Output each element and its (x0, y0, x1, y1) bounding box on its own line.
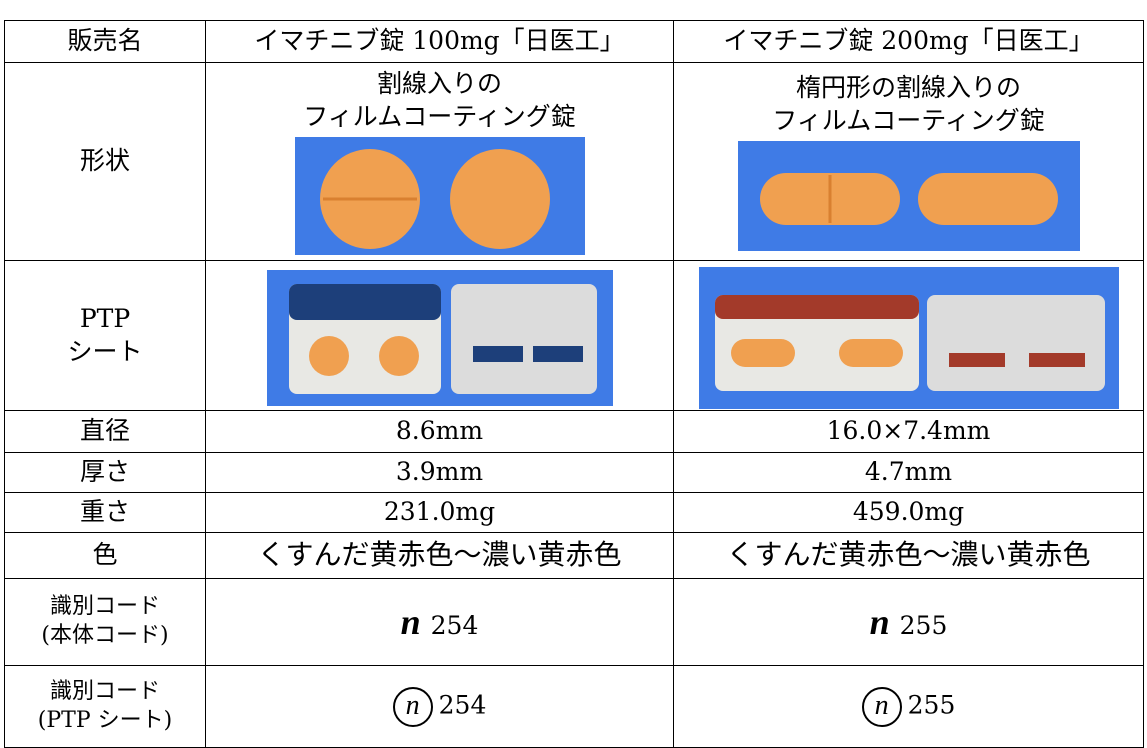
product-table: 販売名 イマチニブ錠 100mg「日医工」 イマチニブ錠 200mg「日医工」 … (4, 20, 1144, 748)
row-label: 識別コード (本体コード) (4, 578, 206, 666)
code-cell: n 255 (673, 665, 1144, 748)
data-cell: くすんだ黄赤色～濃い黄赤色 (673, 532, 1144, 579)
code-number: 254 (438, 690, 487, 719)
code-number: 254 (430, 610, 479, 640)
code-symbol: n (392, 686, 433, 727)
row-label: 厚さ (4, 452, 206, 493)
data-cell: 8.6mm (205, 410, 674, 453)
data-row: 直径 8.6mm 16.0×7.4mm (4, 410, 1144, 453)
data-cell: 3.9mm (205, 452, 674, 493)
shape-row: 形状 割線入りの フィルムコーティング錠 楕円形の割線入りの フィルムコーティン… (4, 62, 1144, 261)
label-line: (本体コード) (41, 623, 169, 648)
shape-text: 楕円形の割線入りの (795, 73, 1021, 102)
pill-image (737, 141, 1080, 251)
shape-text: フィルムコーティング錠 (303, 101, 576, 131)
ptp-cell (205, 260, 674, 411)
label-line: (PTP シート) (37, 707, 173, 733)
row-label: 色 (4, 532, 206, 579)
code-cell: n 254 (205, 665, 674, 748)
row-label: 重さ (4, 492, 206, 533)
code-number: 255 (907, 690, 956, 719)
ptp-image (266, 269, 613, 406)
row-label: 形状 (4, 62, 206, 261)
code-cell: n 255 (673, 578, 1144, 666)
code-symbol: n (869, 601, 890, 642)
ptp-image (698, 266, 1119, 409)
data-cell: 459.0mg (673, 492, 1144, 533)
shape-text: 割線入りの (376, 69, 502, 98)
data-cell: 231.0mg (205, 492, 674, 533)
shape-text: フィルムコーティング錠 (772, 105, 1045, 135)
row-label: PTP シート (4, 260, 206, 411)
header-row: 販売名 イマチニブ錠 100mg「日医工」 イマチニブ錠 200mg「日医工」 (4, 20, 1144, 63)
header-cell: 販売名 (4, 20, 206, 63)
ptp-row: PTP シート (4, 260, 1144, 411)
data-row: 色くすんだ黄赤色～濃い黄赤色 くすんだ黄赤色～濃い黄赤色 (4, 532, 1144, 579)
label-line: PTP (79, 304, 131, 333)
header-cell: イマチニブ錠 100mg「日医工」 (205, 20, 674, 63)
shape-cell: 楕円形の割線入りの フィルムコーティング錠 (673, 62, 1144, 261)
label-line: 識別コード (49, 594, 160, 620)
code-symbol: n (400, 601, 421, 642)
code-row: 識別コード (PTP シート) n 254 n 255 (4, 665, 1144, 748)
ptp-cell (673, 260, 1144, 411)
shape-cell: 割線入りの フィルムコーティング錠 (205, 62, 674, 261)
row-label: 識別コード (PTP シート) (4, 665, 206, 748)
code-number: 255 (899, 610, 948, 640)
data-cell: 16.0×7.4mm (673, 410, 1144, 453)
pill-image (294, 137, 585, 255)
data-cell: くすんだ黄赤色～濃い黄赤色 (205, 532, 674, 579)
row-label: 直径 (4, 410, 206, 453)
label-line: シート (67, 336, 143, 366)
code-cell: n 254 (205, 578, 674, 666)
code-row: 識別コード (本体コード) n 254 n 255 (4, 578, 1144, 666)
data-row: 厚さ 3.9mm 4.7mm (4, 452, 1144, 493)
data-cell: 4.7mm (673, 452, 1144, 493)
label-line: 識別コード (49, 678, 160, 704)
data-row: 重さ 231.0mg 459.0mg (4, 492, 1144, 533)
code-symbol: n (861, 686, 902, 727)
header-cell: イマチニブ錠 200mg「日医工」 (673, 20, 1144, 63)
